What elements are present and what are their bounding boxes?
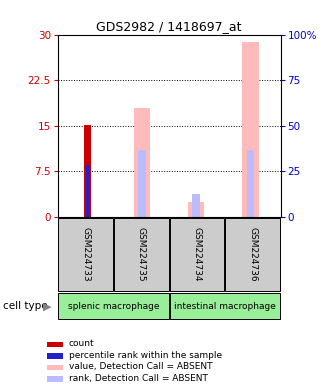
Text: rank, Detection Call = ABSENT: rank, Detection Call = ABSENT — [69, 374, 208, 383]
Bar — [225, 218, 280, 291]
Bar — [58, 218, 113, 291]
Text: ▶: ▶ — [43, 301, 51, 311]
Bar — [170, 218, 224, 291]
Bar — [47, 353, 63, 359]
Text: GSM224734: GSM224734 — [192, 227, 202, 281]
Text: cell type: cell type — [3, 301, 48, 311]
Bar — [247, 150, 254, 217]
Text: intestinal macrophage: intestinal macrophage — [174, 302, 276, 311]
Text: value, Detection Call = ABSENT: value, Detection Call = ABSENT — [69, 362, 212, 371]
Bar — [47, 364, 63, 371]
Bar — [188, 202, 205, 217]
Bar — [86, 165, 89, 217]
Text: percentile rank within the sample: percentile rank within the sample — [69, 351, 222, 360]
Text: GSM224733: GSM224733 — [81, 227, 90, 282]
Title: GDS2982 / 1418697_at: GDS2982 / 1418697_at — [96, 20, 242, 33]
Bar — [47, 341, 63, 348]
Bar — [170, 293, 280, 319]
Bar — [47, 376, 63, 382]
Bar — [192, 194, 200, 217]
Bar — [134, 108, 150, 217]
Text: GSM224736: GSM224736 — [248, 227, 257, 282]
Text: count: count — [69, 339, 94, 348]
Bar — [114, 218, 169, 291]
Text: splenic macrophage: splenic macrophage — [68, 302, 159, 311]
Bar — [58, 293, 169, 319]
Text: GSM224735: GSM224735 — [137, 227, 146, 282]
Bar — [138, 150, 146, 217]
Bar — [243, 42, 259, 217]
Bar — [84, 124, 91, 217]
